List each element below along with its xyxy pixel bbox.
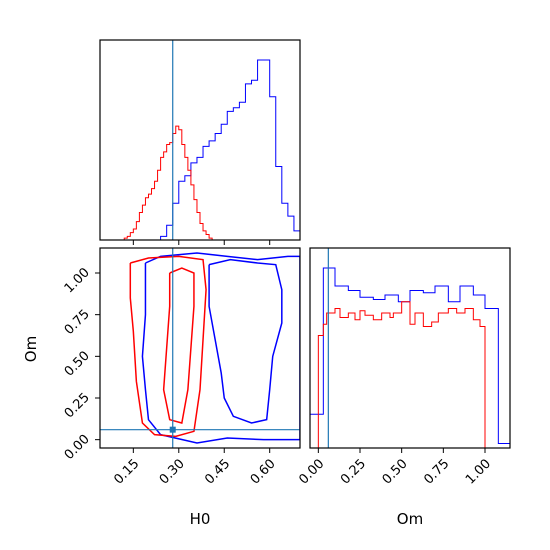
om-hist-x-tick-label-2: 0.50 [380,456,411,487]
joint-y-tick-label-4: 1.00 [62,265,93,296]
joint-contour-panel: 0.15 0.30 0.45 0.60 0.00 0.25 0.50 0.75 1.00 [62,247,301,488]
y-axis-label-om: Om [22,336,40,362]
joint-truth-marker [169,426,176,433]
om-hist-x-tick-label-4: 1.00 [463,456,494,487]
om-hist-x-tick-label-1: 0.25 [338,456,369,487]
joint-x-tick-label-3: 0.60 [248,456,279,487]
joint-y-tick-label-0: 0.00 [62,432,93,463]
contour-1 [208,258,283,424]
joint-x-tick-label-1: 0.30 [157,456,188,487]
x-axis-label-h0: H0 [190,510,211,528]
joint-x-tick-label-0: 0.15 [111,456,142,487]
h0-hist-series-1 [123,125,219,241]
om-hist-series-1 [317,301,486,448]
h0-hist-frame [99,39,301,241]
om-hist-frame [309,247,511,449]
om-hist-series-0 [309,267,511,448]
contour-3 [162,267,195,424]
joint-x-tick-label-2: 0.45 [202,456,233,487]
om-hist-x-tick-label-3: 0.75 [421,456,452,487]
joint-frame [99,247,301,449]
joint-y-tick-label-1: 0.25 [62,390,93,421]
contour-2 [129,255,207,438]
om-hist-x-tick-label-0: 0.00 [296,456,327,487]
joint-y-tick-label-3: 0.75 [62,307,93,338]
h0-histogram-panel [99,39,301,245]
x-axis-label-om: Om [397,510,423,528]
joint-contours [129,252,300,444]
joint-y-tick-label-2: 0.50 [62,349,93,380]
om-histogram-panel: 0.00 0.25 0.50 0.75 1.00 [296,247,511,488]
contour-0 [141,252,300,444]
